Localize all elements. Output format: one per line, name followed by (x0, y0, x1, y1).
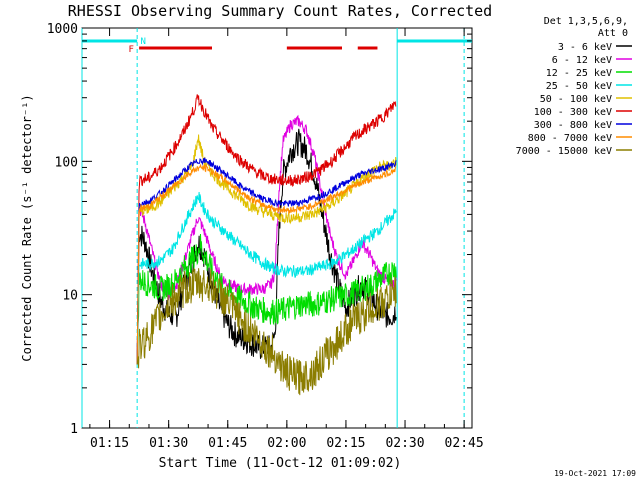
series-lines (136, 94, 397, 396)
legend-label-7: 800 - 7000 keV (528, 133, 612, 144)
x-axis-ticks: 01:15 01:30 01:45 02:00 02:15 02:30 02:45 (89, 28, 484, 451)
x-tick-label-4: 02:15 (326, 436, 365, 451)
legend-header-1: Att 0 (598, 28, 628, 39)
y-axis-ticks: 1 10 100 1000 (47, 22, 472, 437)
legend: Det 1,3,5,6,9,Att 0 3 - 6 keV 6 - 12 keV 12… (516, 16, 632, 157)
x-tick-label-5: 02:30 (385, 436, 424, 451)
legend-label-6: 300 - 800 keV (534, 120, 612, 131)
y-tick-label-2: 100 (55, 155, 78, 170)
legend-label-8: 7000 - 15000 keV (516, 146, 612, 157)
series-line-5 (136, 94, 397, 365)
y-tick-label-1: 10 (62, 289, 78, 304)
vertical-markers (81, 28, 465, 428)
x-tick-label-6: 02:45 (445, 436, 484, 451)
legend-label-3: 25 - 50 keV (546, 81, 612, 92)
series-line-7 (136, 163, 397, 365)
y-tick-label-3: 1000 (47, 22, 78, 37)
y-tick-label-0: 1 (70, 422, 78, 437)
series-line-6 (136, 157, 397, 365)
series-line-4 (136, 134, 397, 365)
legend-label-4: 50 - 100 keV (540, 94, 612, 105)
series-line-8 (136, 267, 397, 396)
series-line-1 (136, 114, 397, 365)
legend-label-5: 100 - 300 keV (534, 107, 612, 118)
flag-label-f: F (129, 45, 134, 55)
series-line-2 (136, 233, 397, 365)
legend-header-0: Det 1,3,5,6,9, (544, 16, 628, 27)
x-tick-label-3: 02:00 (267, 436, 306, 451)
y-axis-label: Corrected Count Rate (s⁻¹ detector⁻¹) (20, 94, 34, 361)
footer-date: 19-Oct-2021 17:09 (554, 469, 636, 478)
x-axis-label: Start Time (11-Oct-12 01:09:02) (159, 456, 402, 471)
legend-label-2: 12 - 25 keV (546, 68, 612, 79)
flag-bars: FN (82, 37, 472, 55)
flag-label-n: N (140, 37, 145, 47)
x-tick-label-1: 01:30 (149, 436, 188, 451)
x-tick-label-0: 01:15 (90, 436, 129, 451)
chart-title: RHESSI Observing Summary Count Rates, Co… (68, 2, 492, 20)
legend-label-0: 3 - 6 keV (558, 42, 612, 53)
legend-label-1: 6 - 12 keV (552, 55, 612, 66)
series-line-3 (136, 191, 397, 365)
x-tick-label-2: 01:45 (208, 436, 247, 451)
